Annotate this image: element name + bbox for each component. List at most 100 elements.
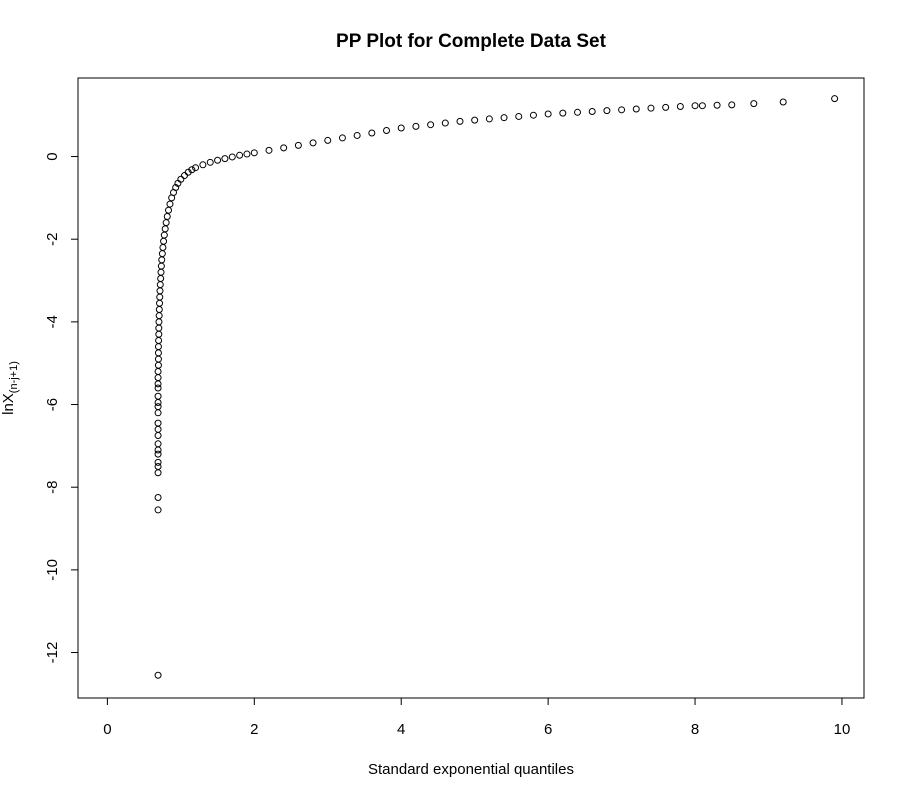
data-point	[338, 134, 346, 142]
data-point	[250, 149, 258, 157]
data-point	[154, 458, 162, 466]
y-axis: 0 -2 -4 -6 -8 -10 -12	[44, 152, 79, 663]
data-point	[574, 108, 582, 116]
data-point	[294, 141, 302, 149]
data-point	[156, 287, 164, 295]
data-point	[515, 112, 523, 120]
data-point	[632, 105, 640, 113]
data-point	[324, 136, 332, 144]
data-point	[188, 166, 196, 174]
data-point	[214, 156, 222, 164]
data-point	[157, 262, 165, 270]
data-point	[713, 101, 721, 109]
data-point	[427, 121, 435, 129]
x-tick-label: 6	[544, 721, 552, 738]
data-point	[156, 281, 164, 289]
data-point	[162, 219, 170, 227]
data-point	[618, 106, 626, 114]
data-point	[698, 102, 706, 110]
data-point	[161, 225, 169, 233]
data-point	[691, 102, 699, 110]
data-point	[485, 115, 493, 123]
data-point	[154, 384, 162, 392]
x-tick-label: 2	[250, 721, 258, 738]
y-axis-label-main: lnX	[0, 393, 17, 415]
chart-title: PP Plot for Complete Data Set	[336, 31, 607, 52]
data-point	[158, 256, 166, 264]
y-axis-label: lnX(n-j+1)	[0, 361, 20, 415]
data-point	[559, 109, 567, 117]
data-point	[154, 380, 162, 388]
data-point	[192, 164, 200, 172]
data-point	[647, 104, 655, 112]
data-points	[154, 95, 839, 679]
data-point	[159, 243, 167, 251]
data-point	[154, 494, 162, 502]
data-point	[471, 116, 479, 124]
data-point	[397, 124, 405, 132]
data-point	[155, 312, 163, 320]
data-point	[154, 432, 162, 440]
data-point	[154, 446, 162, 454]
data-point	[662, 103, 670, 111]
data-point	[529, 111, 537, 119]
data-point	[177, 175, 185, 183]
data-point	[353, 131, 361, 139]
x-tick-label: 10	[834, 721, 851, 738]
data-point	[154, 398, 162, 406]
x-tick-label: 0	[103, 721, 111, 738]
data-point	[163, 212, 171, 220]
data-point	[156, 299, 164, 307]
data-point	[158, 250, 166, 258]
data-point	[309, 139, 317, 147]
data-point	[157, 274, 165, 282]
data-point	[166, 200, 174, 208]
data-point	[221, 155, 229, 163]
data-point	[243, 150, 251, 158]
data-point	[155, 336, 163, 344]
data-point	[779, 98, 787, 106]
data-point	[236, 151, 244, 159]
y-tick-label: -2	[44, 233, 61, 246]
data-point	[154, 440, 162, 448]
data-point	[154, 367, 162, 375]
x-tick-label: 4	[397, 721, 405, 738]
data-point	[603, 107, 611, 115]
y-tick-label: -8	[44, 481, 61, 494]
data-point	[154, 392, 162, 400]
y-tick-label: -10	[44, 559, 61, 581]
data-point	[154, 403, 162, 411]
data-point	[160, 237, 168, 245]
data-point	[154, 425, 162, 433]
data-point	[154, 374, 162, 382]
data-point	[154, 361, 162, 369]
data-point	[456, 117, 464, 125]
data-point	[750, 100, 758, 108]
data-point	[441, 119, 449, 127]
y-tick-label: 0	[44, 152, 61, 160]
data-point	[154, 671, 162, 679]
data-point	[412, 122, 420, 130]
data-point	[154, 463, 162, 471]
data-point	[154, 409, 162, 417]
data-point	[155, 318, 163, 326]
data-point	[383, 126, 391, 134]
data-point	[280, 144, 288, 152]
data-point	[154, 419, 162, 427]
y-tick-label: -6	[44, 398, 61, 411]
data-point	[265, 146, 273, 154]
data-point	[199, 161, 207, 169]
data-point	[155, 330, 163, 338]
data-point	[155, 305, 163, 313]
data-point	[228, 153, 236, 161]
data-point	[206, 158, 214, 166]
data-point	[500, 114, 508, 122]
data-point	[154, 355, 162, 363]
data-point	[172, 184, 180, 192]
y-tick-label: -4	[44, 315, 61, 328]
data-point	[154, 349, 162, 357]
data-point	[154, 506, 162, 514]
data-point	[154, 343, 162, 351]
y-axis-label-subscript: (n-j+1)	[8, 361, 20, 393]
data-point	[544, 110, 552, 118]
